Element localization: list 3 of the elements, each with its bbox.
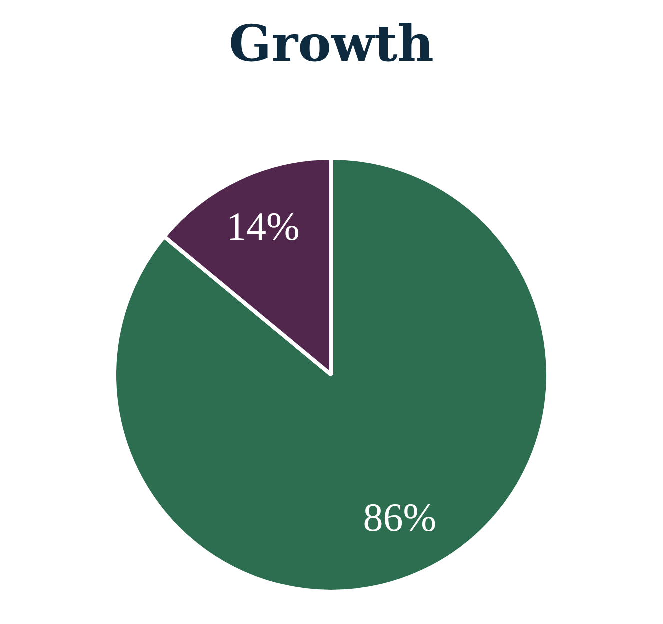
chart-title: Growth [228, 14, 435, 73]
data-label: 14% [226, 204, 300, 250]
data-label: 86% [363, 494, 437, 540]
